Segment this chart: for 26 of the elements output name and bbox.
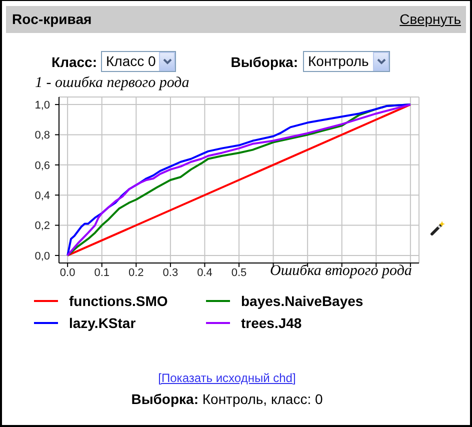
chart-title: Roc-кривая [12, 10, 92, 29]
text: Класс: [52, 53, 97, 72]
text: [Показать исходный chd] [158, 371, 296, 385]
text: Выборка: Контроль, класс: 0 [131, 391, 323, 407]
x-tick-label: 0.3 [162, 266, 178, 279]
x-tick-label: 0.1 [94, 266, 110, 279]
y-tick-label: 0,6 [34, 160, 50, 172]
dropdown: Контроль [303, 51, 390, 72]
text: Выборка: [230, 53, 298, 72]
x-tick-label: 0.5 [231, 266, 247, 279]
y-tick-label: 0,0 [34, 250, 50, 262]
x-tick-label: 0.0 [60, 266, 76, 279]
x-tick-label: 0.4 [197, 266, 212, 279]
x-axis-title: Ошибка второго рода [270, 263, 412, 280]
x-tick-label: 0.2 [128, 266, 144, 279]
legend-label: lazy.KStar [69, 315, 136, 331]
y-axis-title: 1 - ошибка первого рода [35, 75, 190, 92]
dropdown: Класс 0 [101, 51, 176, 72]
header-bar: Roc-кривая Свернуть [6, 6, 466, 33]
legend-label: functions.SMO [69, 293, 168, 309]
y-tick-label: 0,4 [34, 190, 50, 202]
y-tick-label: 1,0 [34, 99, 50, 112]
legend-label: bayes.NaiveBayes [241, 293, 364, 309]
y-tick-label: 0,8 [34, 130, 50, 142]
y-tick-label: 0,2 [34, 220, 50, 232]
legend-label: trees.J48 [241, 315, 302, 331]
